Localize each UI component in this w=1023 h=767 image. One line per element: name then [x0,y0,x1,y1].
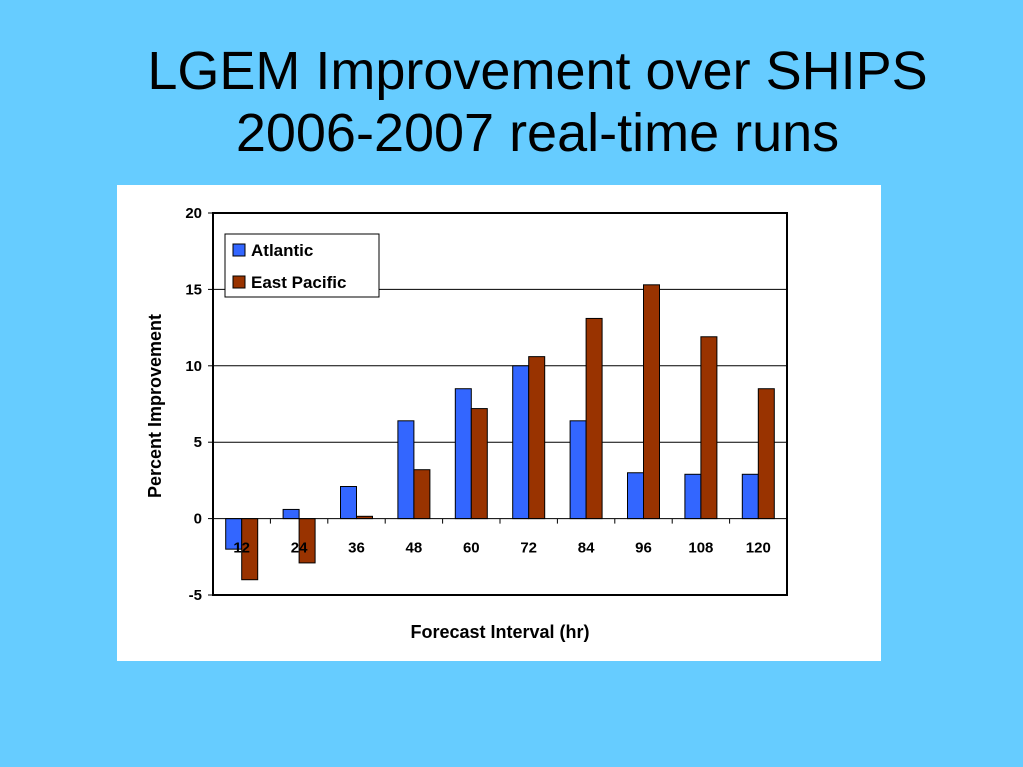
bar-atlantic-60 [454,388,472,520]
chart-panel: 12 24 36 48 60 72 84 96 108 120 -5 0 5 10 15 20 Foreca… [117,185,881,661]
x-tick-label: 60 [463,540,480,557]
x-tick-label: 96 [635,540,652,557]
bar-atlantic-96 [627,472,644,520]
y-tick-label: 5 [194,434,202,451]
x-tick-label: 24 [291,540,308,557]
x-tick-labels: 12 24 36 48 60 72 84 96 108 120 [233,540,770,557]
legend: Atlantic East Pacific [224,233,380,298]
legend-label-atlantic: Atlantic [251,241,313,260]
legend-label-east-pacific: East Pacific [251,273,346,292]
bar-atlantic-120 [741,473,759,520]
x-tick-label: 72 [520,540,537,557]
x-axis-label: Forecast Interval (hr) [410,622,589,642]
y-tick-label: 10 [185,358,202,375]
plot-frame [212,212,788,596]
y-tick-label: 15 [185,281,202,298]
title-line-1: LGEM Improvement over SHIPS [147,41,928,101]
bars [225,284,775,581]
bar-chart: 12 24 36 48 60 72 84 96 108 120 -5 0 5 10 15 20 Foreca… [145,205,788,642]
y-tick-label: -5 [189,587,202,604]
bar-east-pacific-96 [643,284,660,520]
legend-swatch-east-pacific [232,275,246,289]
axes [208,212,788,596]
x-tick-label: 108 [688,540,713,557]
bar-atlantic-108 [684,473,702,520]
y-axis-label: Percent Improvement [145,314,165,498]
x-tick-label: 120 [746,540,771,557]
bar-east-pacific-60 [470,408,488,520]
bar-atlantic-36 [340,486,357,520]
x-tick-label: 36 [348,540,365,557]
legend-swatch-atlantic [232,243,246,257]
y-tick-label: 0 [194,511,202,528]
x-tick-label: 48 [406,540,423,557]
bar-east-pacific-84 [585,317,603,520]
x-tick-label: 84 [578,540,595,557]
bar-atlantic-84 [569,420,587,520]
bar-east-pacific-108 [700,336,718,520]
bar-atlantic-48 [397,420,415,520]
bar-east-pacific-48 [413,469,431,520]
y-tick-label: 20 [185,205,202,222]
legend-box [224,233,380,298]
y-tick-labels: -5 0 5 10 15 20 [185,205,202,604]
bar-east-pacific-72 [528,356,546,520]
slide-title: LGEM Improvement over SHIPS 2006-2007 re… [0,40,1023,164]
bar-east-pacific-120 [757,388,775,520]
bar-atlantic-24 [282,508,300,520]
x-tick-label: 12 [233,540,250,557]
title-line-2: 2006-2007 real-time runs [235,103,840,163]
bar-atlantic-72 [512,365,530,520]
